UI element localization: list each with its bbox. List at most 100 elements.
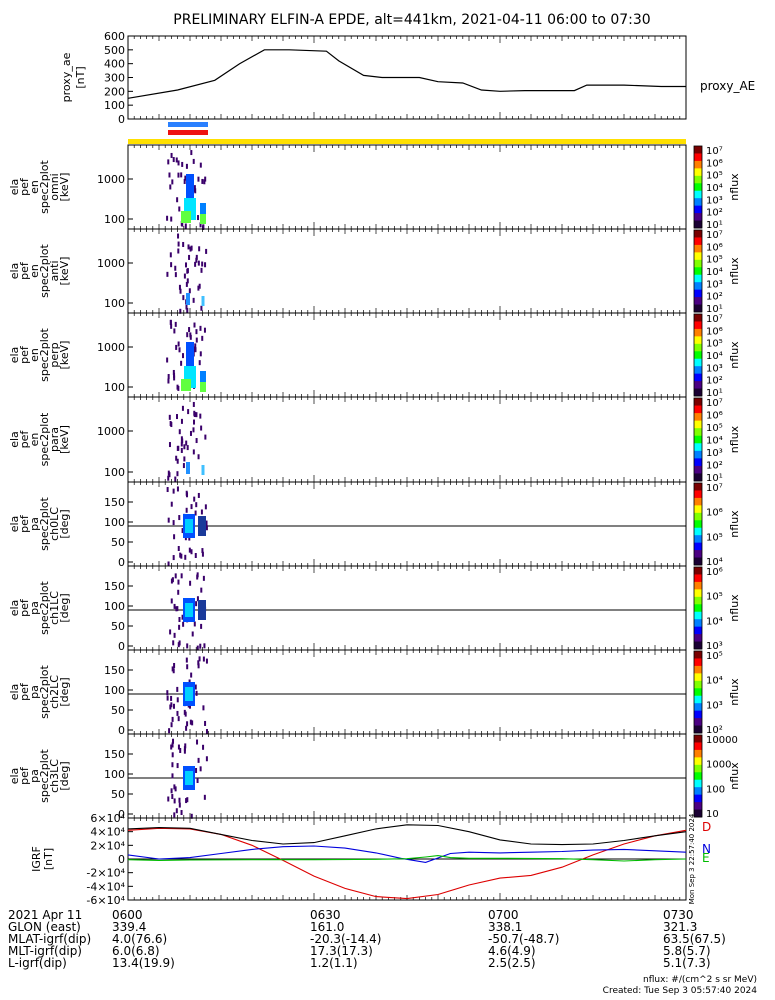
spec-7-speckle bbox=[185, 725, 188, 731]
spec-2-ylabel: ela bbox=[8, 263, 21, 280]
spec-4-speckle bbox=[176, 471, 179, 477]
spec-4-speckle bbox=[180, 436, 183, 442]
spec-1-ylabel: omni bbox=[48, 173, 61, 200]
spec-4-colorbar-band bbox=[694, 458, 702, 467]
spec-7-ytick-label: 0 bbox=[118, 724, 125, 737]
spec-4-speckle bbox=[178, 429, 181, 435]
spec-1-speckle bbox=[185, 163, 188, 169]
ephemeris-value: 63.5(67.5) bbox=[663, 932, 726, 946]
spec-2-speckle bbox=[189, 246, 192, 252]
spec-5-speckle bbox=[190, 549, 193, 555]
igrf-line-E bbox=[127, 855, 687, 862]
spec-8-colorbar-band bbox=[694, 749, 702, 758]
spec-2-colorbar-tick: 10³ bbox=[706, 279, 723, 290]
spec-4-speckle bbox=[200, 425, 203, 431]
spec-4-speckle bbox=[175, 455, 178, 461]
spec-2-colorbar-band bbox=[694, 297, 702, 306]
spec-6-speckle bbox=[203, 643, 206, 649]
spec-5-speckle bbox=[176, 486, 179, 492]
spec-8-speckle bbox=[175, 808, 178, 814]
spec-1-flux-core bbox=[186, 174, 194, 208]
spec-2-colorbar-band bbox=[694, 252, 702, 261]
spec-5-colorbar-band bbox=[694, 550, 702, 559]
spec-1-speckle bbox=[183, 178, 186, 184]
spec-8-colorbar-band bbox=[694, 794, 702, 803]
spec-1-speckle bbox=[203, 179, 206, 185]
spec-8-speckle bbox=[171, 742, 174, 748]
spec-4-colorbar-tick: 10⁴ bbox=[706, 436, 723, 447]
spec-8-speckle bbox=[203, 794, 206, 800]
spec-8-colorbar-tick: 10 bbox=[706, 809, 719, 820]
spec-1-colorbar-tick: 10² bbox=[706, 208, 723, 219]
spec-6-speckle bbox=[189, 580, 192, 586]
spec-2-colorbar-band bbox=[694, 304, 702, 313]
spec-7-speckle bbox=[188, 679, 191, 685]
ephemeris-value: -50.7(-48.7) bbox=[488, 932, 560, 946]
spec-7-speckle bbox=[197, 663, 200, 669]
spec-7-ytick-label: 100 bbox=[104, 684, 125, 697]
spec-6-speckle bbox=[177, 579, 180, 585]
spec-5-speckle bbox=[178, 515, 181, 521]
spec-1-speckle bbox=[170, 152, 173, 158]
spec-7-speckle bbox=[170, 695, 173, 701]
spec-7-speckle bbox=[171, 666, 174, 672]
spec-3-ylabel: [keV] bbox=[58, 341, 71, 370]
spec-4-ylabel: [keV] bbox=[58, 425, 71, 454]
spec-5-speckle bbox=[185, 507, 188, 513]
spec-1-colorbar-band bbox=[694, 153, 702, 162]
spec-2-ylabel: en bbox=[28, 264, 41, 278]
spec-3-speckle bbox=[174, 321, 177, 327]
spec-1-colorbar-band bbox=[694, 183, 702, 192]
spec-4-colorbar-tick: 10² bbox=[706, 461, 723, 472]
spec-6-speckle bbox=[196, 572, 199, 578]
spec-7-ytick-label: 150 bbox=[104, 664, 125, 677]
spec-6-speckle bbox=[200, 623, 203, 629]
spec-7-colorbar-band bbox=[694, 688, 702, 697]
spec-7-colorbar-label: nflux bbox=[728, 678, 741, 706]
spec-5-ylabel: pef bbox=[18, 514, 31, 533]
spec-2-colorbar-tick: 10¹ bbox=[706, 304, 723, 315]
proxy-ae-legend: proxy_AE bbox=[700, 79, 755, 93]
spec-1-ylabel: ela bbox=[8, 179, 21, 196]
spec-4-speckle bbox=[192, 427, 195, 433]
spec-8-speckle bbox=[171, 773, 174, 779]
spec-7-colorbar-band bbox=[694, 695, 702, 704]
spec-7-speckle bbox=[190, 672, 193, 678]
spec-6-speckle bbox=[173, 632, 176, 638]
spec-5-speckle bbox=[197, 492, 200, 498]
spec-7-speckle bbox=[172, 668, 175, 674]
spec-1-colorbar-band bbox=[694, 160, 702, 169]
spec-4-speckle bbox=[197, 454, 200, 460]
spec-8-speckle bbox=[167, 796, 170, 802]
spec-5-speckle bbox=[170, 501, 173, 507]
spec-6-colorbar-band bbox=[694, 581, 702, 590]
spec-3-speckle bbox=[186, 332, 189, 338]
spec-2-colorbar-frame bbox=[693, 229, 703, 313]
spec-3-ylabel: ela bbox=[8, 347, 21, 364]
spec-2-flux-core bbox=[186, 293, 190, 305]
spec-6-colorbar-band bbox=[694, 567, 702, 575]
spec-2-flux-side bbox=[201, 296, 205, 306]
spec-3-colorbar-tick: 10⁷ bbox=[706, 314, 723, 325]
spec-3-colorbar-band bbox=[694, 388, 702, 397]
spec-2-speckle bbox=[200, 267, 203, 273]
spec-5-speckle bbox=[188, 547, 191, 553]
igrf-ytick-label: 2×10⁴ bbox=[90, 839, 125, 852]
spec-8-colorbar-tick: 1000 bbox=[706, 760, 731, 771]
spec-1-colorbar-band bbox=[694, 168, 702, 177]
spec-6-speckle bbox=[178, 617, 181, 623]
spec-4-colorbar-tick: 10⁶ bbox=[706, 411, 723, 422]
spec-4-ylabel: en bbox=[28, 433, 41, 447]
spec-1-speckle bbox=[204, 176, 207, 182]
spec-1-colorbar-frame bbox=[693, 145, 703, 229]
spec-2-ylabel: spec2plot bbox=[38, 244, 51, 298]
spec-8-speckle bbox=[179, 747, 182, 753]
spec-8-ytick-label: 50 bbox=[111, 788, 125, 801]
spec-1-speckle bbox=[184, 223, 187, 229]
spec-4-speckle bbox=[195, 438, 198, 444]
spec-1-speckle bbox=[199, 162, 202, 168]
spec-2-ytick-label: 1000 bbox=[97, 257, 125, 270]
spec-3-speckle bbox=[166, 357, 169, 363]
spec-7-speckle bbox=[189, 719, 192, 725]
spec-3-speckle bbox=[195, 329, 198, 335]
